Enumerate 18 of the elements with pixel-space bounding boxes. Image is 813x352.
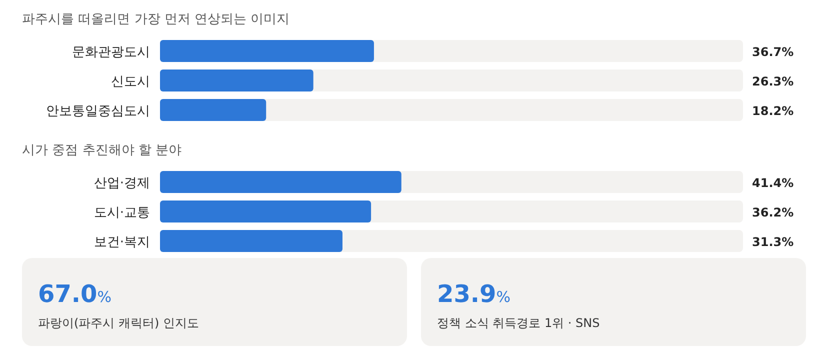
text: 23.9% bbox=[437, 280, 510, 308]
y-tick-label: 보건·복지 bbox=[94, 235, 150, 250]
text: 정책 소식 취득경로 1위 · SNS bbox=[437, 316, 600, 330]
y-tick-label: 문화관광도시 bbox=[72, 45, 150, 60]
data-label: 36.2% bbox=[752, 206, 794, 220]
y-tick-label: 산업·경제 bbox=[94, 176, 150, 191]
chart-title: 파주시를 떠올리면 가장 먼저 연상되는 이미지 bbox=[22, 12, 290, 27]
text: 67.0% bbox=[38, 280, 112, 308]
data-label: 41.4% bbox=[752, 176, 794, 190]
text: 파랑이(파주시 캐릭터) 인지도 bbox=[38, 316, 199, 330]
chart-title: 시가 중점 추진해야 할 분야 bbox=[22, 143, 182, 158]
data-label: 18.2% bbox=[752, 104, 794, 118]
data-label: 36.7% bbox=[752, 45, 794, 59]
data-label: 26.3% bbox=[752, 74, 794, 88]
y-tick-label: 안보통일중심도시 bbox=[46, 104, 150, 119]
y-tick-label: 신도시 bbox=[111, 74, 150, 90]
y-tick-label: 도시·교통 bbox=[94, 206, 150, 220]
data-label: 31.3% bbox=[752, 235, 794, 249]
